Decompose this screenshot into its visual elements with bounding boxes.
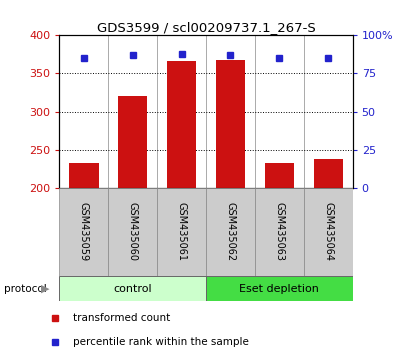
Bar — [215, 60, 245, 188]
Bar — [157, 188, 205, 276]
Text: protocol: protocol — [4, 284, 47, 293]
Bar — [69, 163, 98, 188]
Text: GSM435062: GSM435062 — [225, 202, 235, 262]
Title: GDS3599 / scl00209737.1_267-S: GDS3599 / scl00209737.1_267-S — [97, 21, 315, 34]
Text: GSM435061: GSM435061 — [176, 202, 186, 261]
Text: GSM435064: GSM435064 — [322, 202, 333, 261]
Bar — [313, 159, 342, 188]
Text: GSM435063: GSM435063 — [274, 202, 283, 261]
Text: control: control — [113, 284, 152, 293]
Bar — [166, 61, 196, 188]
Bar — [206, 188, 254, 276]
Text: percentile rank within the sample: percentile rank within the sample — [73, 337, 249, 347]
Bar — [254, 188, 303, 276]
Bar — [59, 276, 206, 301]
Bar — [303, 188, 352, 276]
Bar — [206, 276, 352, 301]
Text: Eset depletion: Eset depletion — [239, 284, 319, 293]
Text: transformed count: transformed count — [73, 313, 170, 323]
Bar — [118, 96, 147, 188]
Text: GSM435060: GSM435060 — [128, 202, 137, 261]
Text: ▶: ▶ — [41, 284, 49, 293]
Bar — [264, 162, 293, 188]
Text: GSM435059: GSM435059 — [79, 202, 89, 262]
Bar — [108, 188, 157, 276]
Bar — [59, 188, 108, 276]
